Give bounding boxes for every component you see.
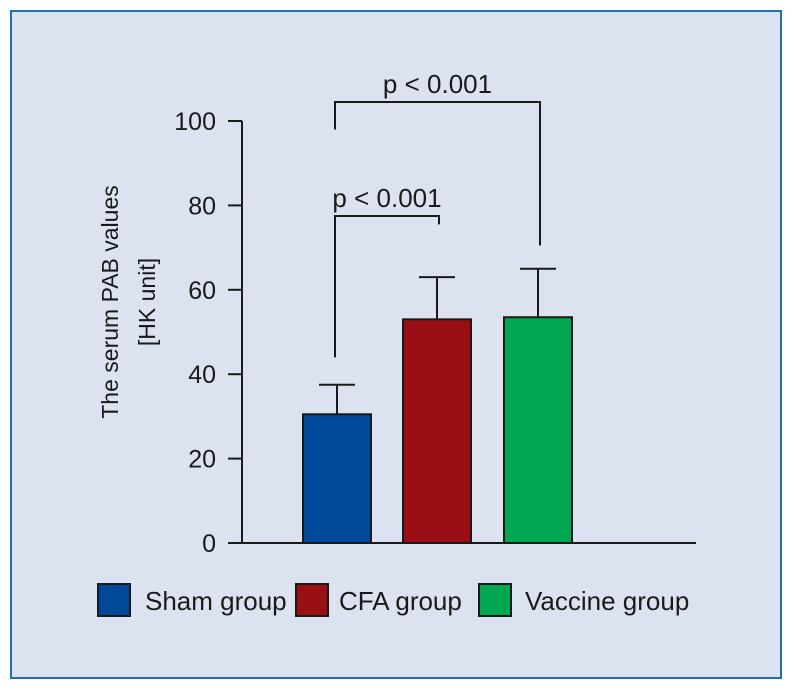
chart-frame	[10, 10, 782, 679]
legend: Sham group CFA group Vaccine group	[97, 583, 689, 617]
significance-bracket: p < 0.001	[334, 69, 541, 246]
legend-swatch	[97, 583, 131, 617]
legend-entry: Sham group	[97, 583, 287, 617]
p-value-label: p < 0.001	[332, 183, 441, 213]
legend-swatch	[478, 583, 512, 617]
p-value-label: p < 0.001	[383, 69, 492, 99]
bar	[402, 318, 472, 544]
significance-bracket: p < 0.001	[332, 183, 442, 358]
error-bar	[419, 276, 455, 320]
y-tick-label: 40	[188, 361, 216, 389]
y-tick-label: 100	[174, 108, 216, 136]
error-bar	[319, 383, 355, 415]
error-bar	[520, 267, 556, 318]
bar	[302, 413, 372, 545]
annotation-layer: p < 0.001 p < 0.001	[332, 69, 541, 358]
legend-entry: CFA group	[295, 583, 462, 617]
y-tick-label: 60	[188, 277, 216, 305]
y-tick-label: 20	[188, 446, 216, 474]
y-axis-label-line-1: The serum PAB values	[97, 185, 123, 419]
legend-entry: Vaccine group	[478, 583, 689, 617]
y-tick-label: 0	[202, 530, 216, 558]
legend-label: Vaccine group	[525, 586, 689, 616]
legend-label: Sham group	[145, 586, 287, 616]
legend-swatch	[295, 583, 329, 617]
y-axis-label-line-2: [HK unit]	[134, 258, 160, 346]
legend-label: CFA group	[339, 586, 462, 616]
bar	[503, 316, 573, 545]
bar-layer	[302, 267, 573, 545]
y-tick-label: 80	[188, 192, 216, 220]
